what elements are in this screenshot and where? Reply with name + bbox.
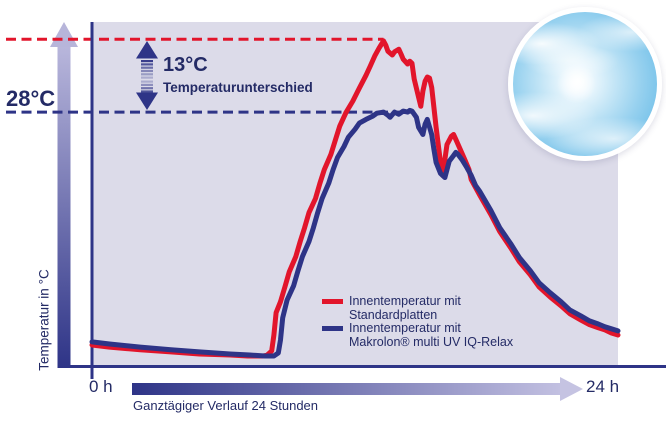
label-28c: 28°C [6, 86, 56, 111]
x-axis-gradient-arrow [132, 377, 583, 401]
legend-line: Innentemperatur mit [349, 294, 461, 308]
sky-sun-image [508, 7, 662, 161]
x-axis-start-label: 0 h [89, 377, 113, 396]
legend-label-makrolon: Innentemperatur mit Makrolon® multi UV I… [349, 321, 514, 349]
legend-item-standardplatten: Innentemperatur mit Standardplatten [322, 294, 513, 322]
x-axis-end-label: 24 h [586, 377, 620, 396]
legend-line: Standardplatten [349, 307, 438, 322]
legend: Innentemperatur mit Standardplatten Inne… [322, 294, 514, 349]
x-axis-caption: Ganztägiger Verlauf 24 Stunden [133, 398, 319, 413]
y-axis-title: Temperatur in °C [36, 269, 52, 371]
legend-line: Makrolon® multi UV IQ-Relax [349, 334, 514, 349]
label-temperaturunterschied: Temperaturunterschied [163, 80, 313, 95]
temperature-difference-arrow-icon [136, 41, 158, 110]
legend-swatch-red [322, 299, 343, 304]
legend-line: Innentemperatur mit [349, 321, 461, 335]
label-13c: 13°C [163, 54, 208, 76]
series-makrolon-line [89, 107, 621, 359]
legend-swatch-blue [322, 326, 343, 331]
y-axis-gradient-arrow [50, 22, 78, 368]
legend-label-standardplatten: Innentemperatur mit Standardplatten [349, 294, 461, 322]
legend-item-makrolon: Innentemperatur mit Makrolon® multi UV I… [322, 321, 514, 349]
